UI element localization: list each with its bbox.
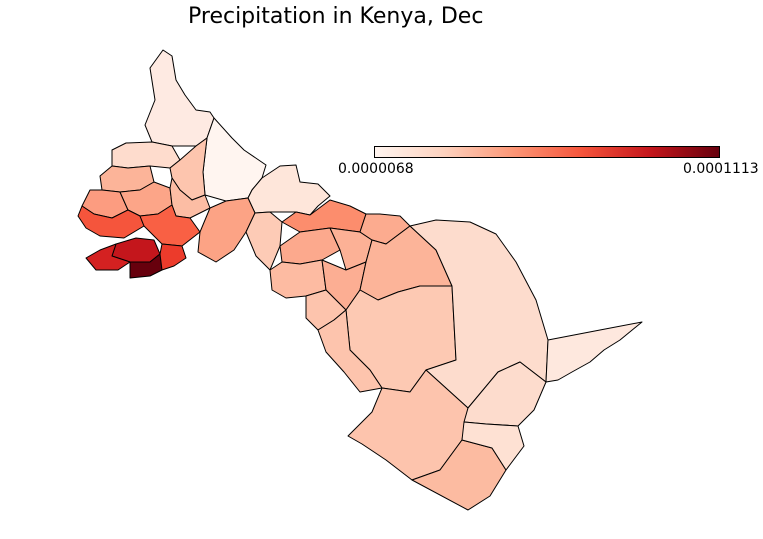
region-lamu [545, 321, 643, 383]
colorbar-max-label: 0.0001113 [683, 161, 759, 177]
colorbar-min-label: 0.0000068 [338, 161, 414, 177]
colorbar [374, 146, 720, 158]
region-central-4 [279, 227, 341, 265]
region-lake-4 [85, 243, 131, 271]
region-west-a [111, 141, 181, 169]
region-lake-2 [139, 204, 201, 247]
region-lake-6 [159, 243, 187, 271]
region-central-2 [245, 211, 283, 271]
map-title: Precipitation in Kenya, Dec [188, 4, 484, 29]
region-turkana [144, 49, 215, 147]
region-east-3 [317, 309, 383, 393]
region-coast-2 [461, 421, 525, 471]
